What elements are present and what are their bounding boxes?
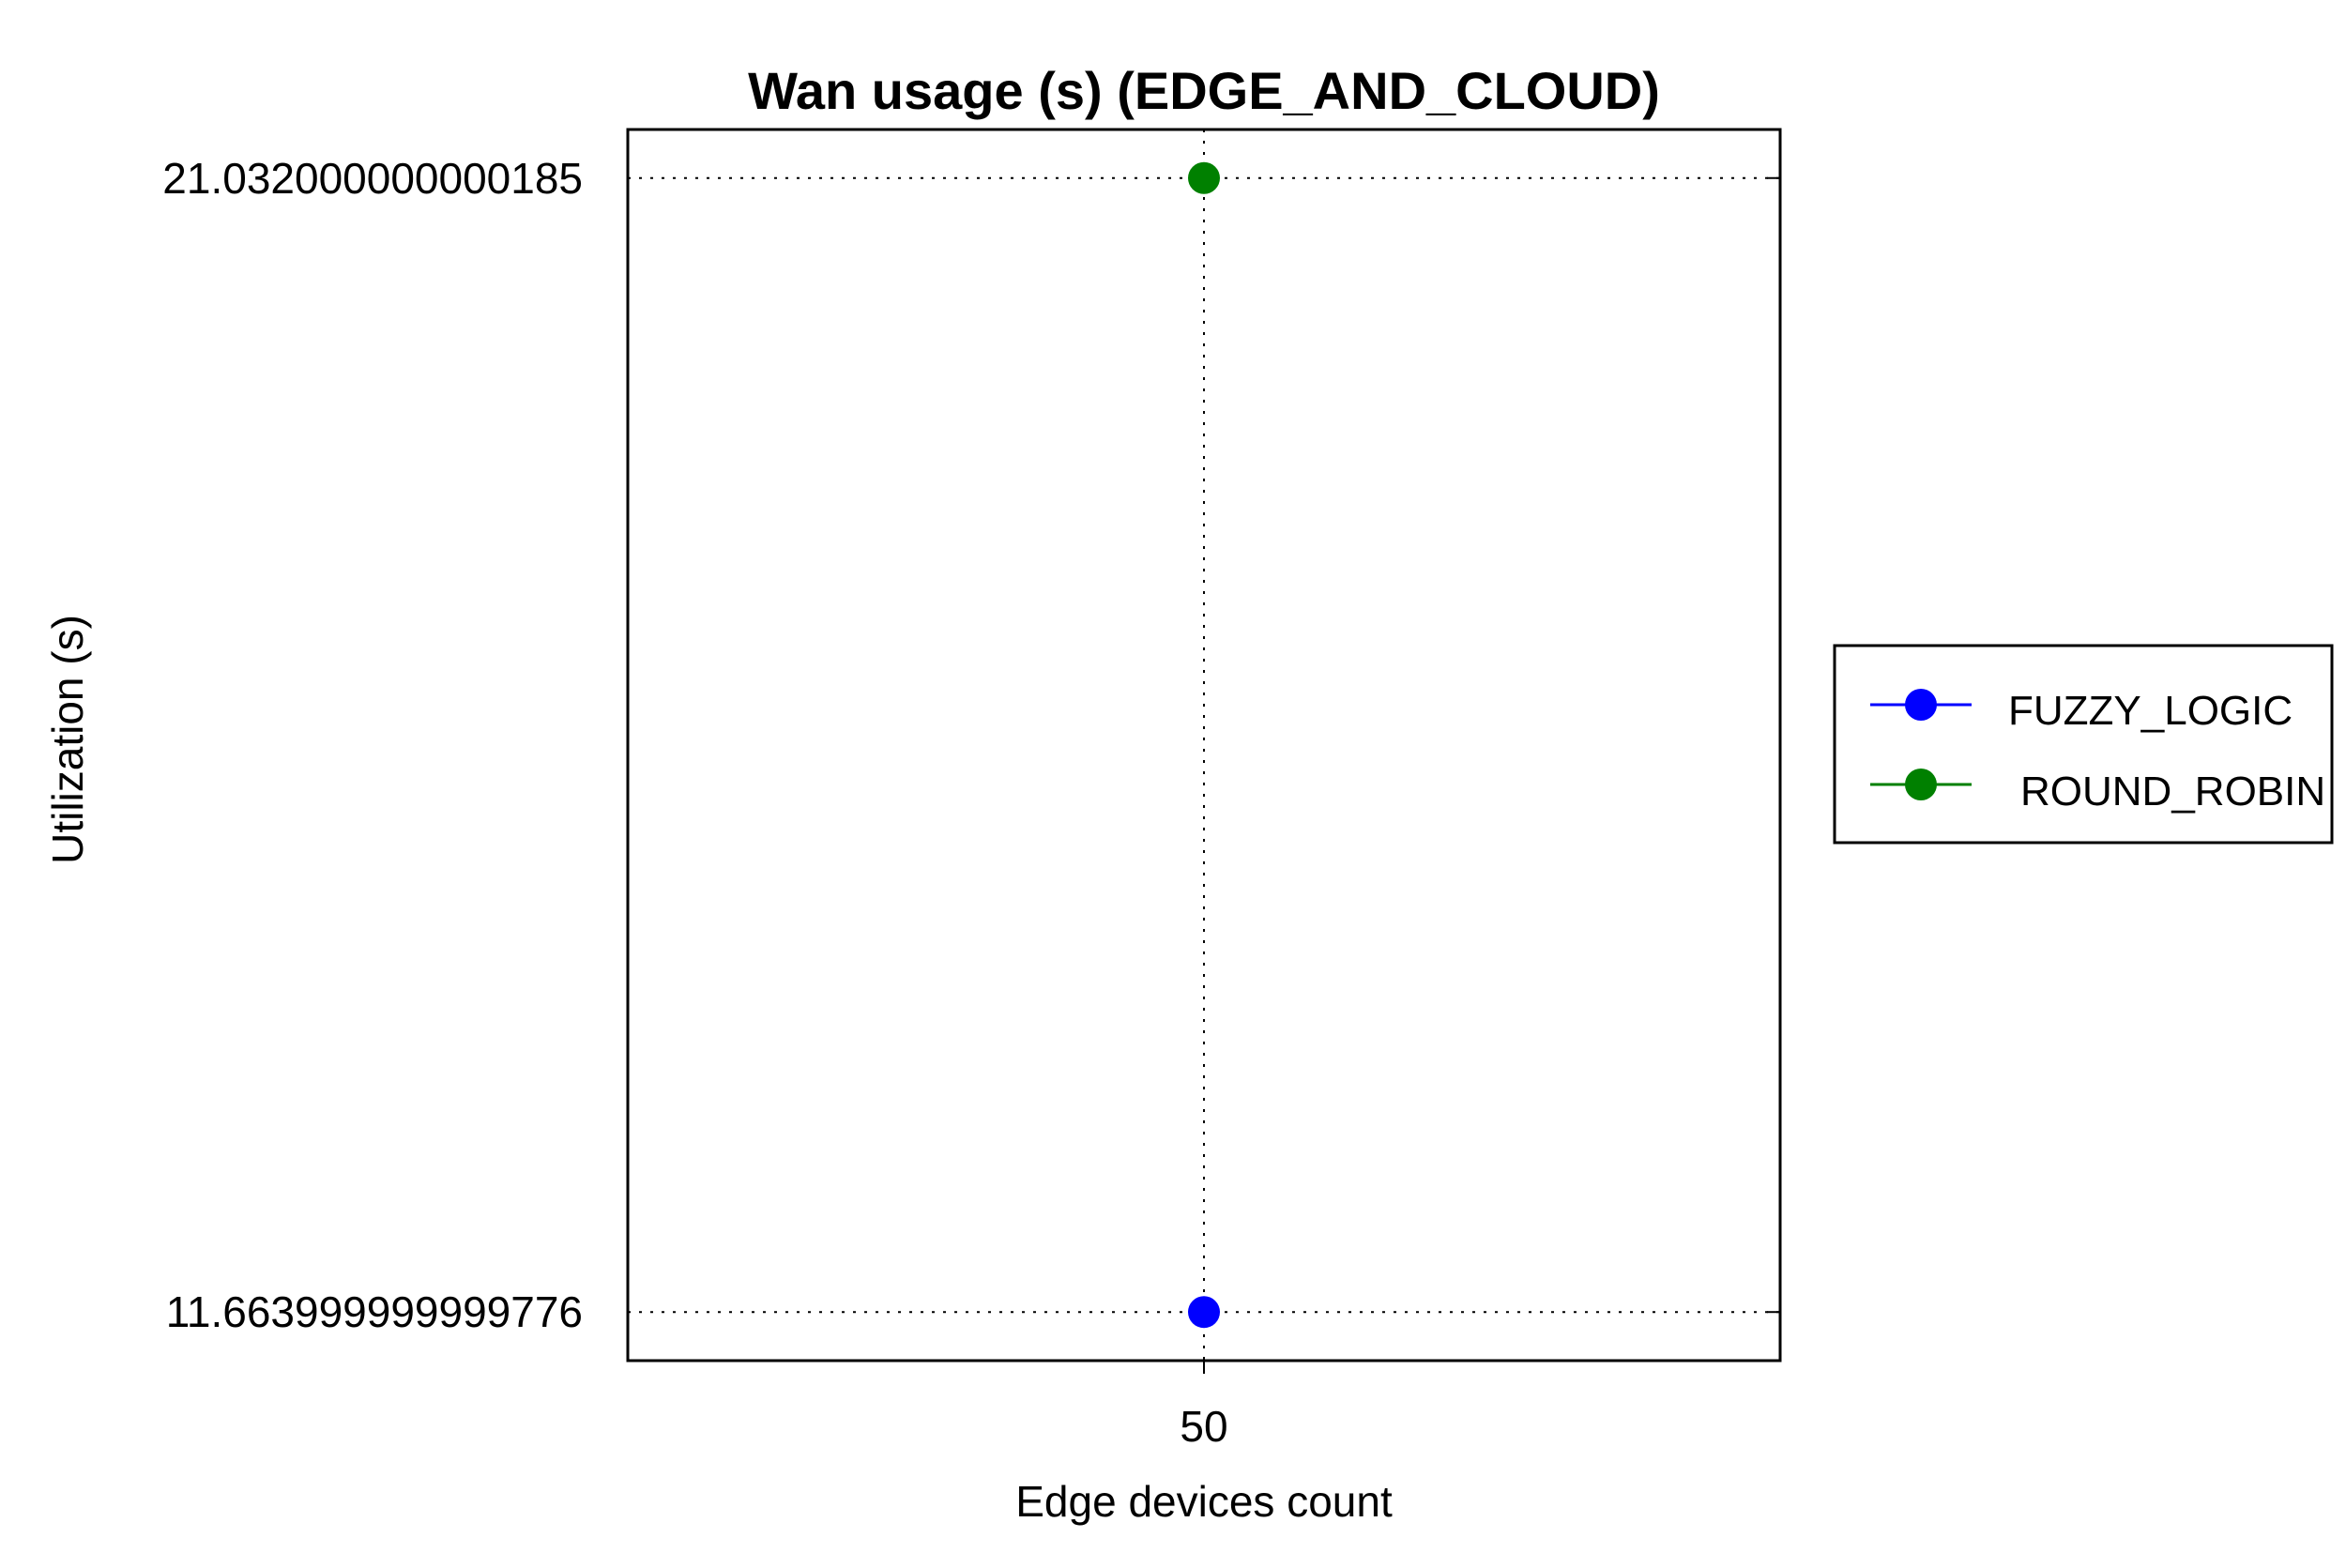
legend: FUZZY_LOGIC ROUND_ROBIN	[1833, 644, 2334, 845]
legend-entry-fuzzy-logic: FUZZY_LOGIC	[1870, 688, 2293, 734]
legend-label-fuzzy-logic: FUZZY_LOGIC	[2008, 688, 2293, 734]
chart-title: Wan usage (s) (EDGE_AND_CLOUD)	[748, 61, 1660, 120]
data-points	[1188, 161, 1220, 1329]
y-tick-label: 21.032000000000185	[162, 154, 583, 203]
data-point-fuzzy-logic	[1188, 1296, 1220, 1329]
y-axis-label: Utilization (s)	[43, 615, 92, 864]
legend-marker-round-robin	[1905, 769, 1937, 800]
legend-entry-round-robin: ROUND_ROBIN	[1870, 769, 2325, 814]
legend-marker-fuzzy-logic	[1905, 689, 1937, 721]
legend-label-round-robin: ROUND_ROBIN	[2020, 769, 2325, 814]
y-tick-label: 11.663999999999776	[166, 1287, 583, 1336]
data-point-round-robin	[1188, 161, 1220, 194]
x-tick-label: 50	[1180, 1402, 1227, 1451]
x-axis-label: Edge devices count	[1015, 1477, 1393, 1526]
legend-box	[1833, 644, 2334, 845]
axis-ticks: 11.663999999999776 21.032000000000185 50	[162, 154, 1780, 1451]
